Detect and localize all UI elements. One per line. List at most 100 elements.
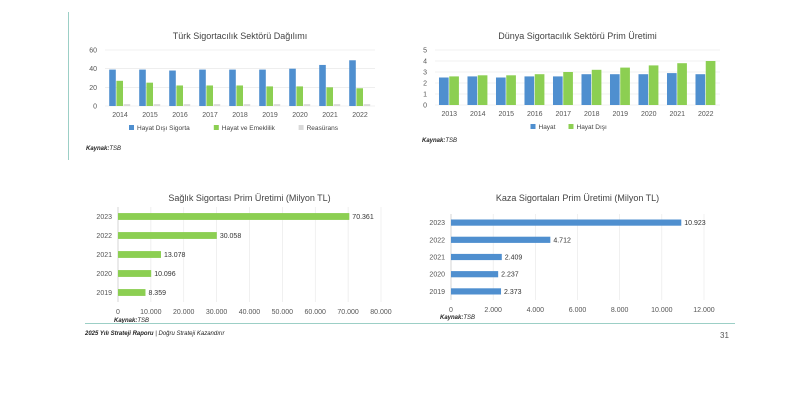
legend-label: Hayat Dışı Sigorta (137, 125, 190, 132)
bar-2019-0 (259, 69, 266, 106)
x-tick-label: 2022 (352, 112, 368, 119)
x-tick-label: 2013 (441, 111, 457, 118)
bar-2016-0 (169, 70, 176, 106)
data-label: 10.923 (684, 220, 706, 227)
bar-2013-0 (438, 77, 449, 105)
x-tick-label: 70.000 (337, 309, 359, 316)
legend-swatch (129, 125, 134, 130)
y-tick-label: 3 (423, 70, 427, 77)
x-tick-label: 50.000 (272, 309, 294, 316)
source-label: Kaynak: (114, 318, 138, 324)
legend-label: Hayat Dışı (577, 124, 608, 131)
y-tick-label: 2 (423, 81, 427, 88)
source-note-3: Kaynak:TSB (114, 318, 149, 324)
x-tick-label: 2018 (584, 111, 600, 118)
source-value: TSB (445, 138, 458, 144)
data-label: 2.409 (505, 255, 523, 262)
source-note-1: Kaynak:TSB (86, 146, 121, 152)
bar-2020-1 (648, 65, 659, 105)
bar-2022-1 (705, 61, 716, 105)
bar-2018-0 (581, 74, 592, 105)
source-value: TSB (137, 318, 150, 324)
data-label: 13.078 (164, 252, 186, 259)
bar-2020 (451, 271, 499, 278)
bar-2013-1 (449, 76, 459, 105)
legend-swatch (530, 124, 536, 129)
x-tick-label: 2017 (555, 111, 571, 118)
data-label: 30.058 (220, 233, 242, 240)
x-tick-label: 2015 (142, 112, 158, 119)
bar-2019-2 (273, 104, 281, 106)
x-tick-label: 2014 (470, 111, 486, 118)
bar-2017-0 (199, 69, 206, 106)
chart-title: Kaza Sigortaları Prim Üretimi (Milyon TL… (496, 193, 659, 203)
y-tick-label: 2023 (96, 214, 112, 221)
y-tick-label: 2023 (429, 220, 445, 227)
footer-slogan: Doğru Strateji Kazandırır (158, 331, 225, 337)
y-tick-label: 5 (423, 48, 427, 55)
x-tick-label: 2016 (527, 111, 543, 118)
decorative-divider (68, 12, 69, 160)
bar-2023 (451, 219, 682, 226)
bar-2022-0 (695, 74, 706, 105)
x-tick-label: 8.000 (611, 307, 629, 314)
x-tick-label: 4.000 (527, 307, 545, 314)
bar-2018-2 (243, 104, 251, 106)
bar-2018-0 (229, 69, 236, 106)
y-tick-label: 0 (93, 104, 97, 111)
bar-2021-1 (326, 87, 333, 106)
bar-2021-0 (319, 64, 326, 106)
chart-kaza-sigortalari-svg: Kaza Sigortaları Prim Üretimi (Milyon TL… (429, 193, 714, 314)
bar-2020-1 (296, 86, 303, 106)
footer: 2025 Yılı Strateji Raporu | Doğru Strate… (85, 331, 225, 337)
bar-2016-1 (176, 85, 183, 106)
bar-2015-1 (506, 75, 516, 105)
chart-turk-sigortacilik: Türk Sigortacılık Sektörü Dağılımı 0 20 40 6… (85, 28, 385, 148)
source-note-2: Kaynak:TSB (422, 138, 457, 144)
data-label: 70.361 (352, 214, 374, 221)
y-tick-label: 60 (89, 48, 97, 55)
legend-label: Reasürans (307, 125, 339, 132)
bar-2015-0 (139, 69, 146, 106)
bar-2022-1 (356, 88, 363, 106)
bar-2020 (118, 270, 152, 277)
x-tick-label: 2014 (112, 112, 128, 119)
legend-swatch (213, 125, 219, 130)
chart-dunya-sigortacilik: Dünya Sigortacılık Sektörü Prim Üretimi 0… (415, 28, 725, 138)
bar-2016-0 (524, 76, 535, 105)
x-tick-label: 2022 (698, 111, 714, 118)
bar-2021-2 (333, 104, 341, 106)
legend-swatch (298, 125, 304, 130)
bar-2017-1 (563, 72, 573, 105)
bar-2019-1 (620, 67, 630, 105)
bar-2014-0 (467, 76, 478, 105)
source-label: Kaynak: (422, 138, 446, 144)
y-tick-label: 2020 (429, 272, 445, 279)
y-tick-label: 2020 (96, 271, 112, 278)
bar-2020-0 (289, 68, 296, 106)
bar-2022 (451, 236, 551, 243)
bar-2021 (118, 251, 161, 258)
x-tick-label: 2018 (232, 112, 248, 119)
y-tick-label: 0 (423, 103, 427, 110)
y-tick-label: 20 (89, 85, 97, 92)
x-tick-label: 10.000 (140, 309, 162, 316)
x-tick-label: 2016 (172, 112, 188, 119)
data-label: 2.373 (504, 289, 522, 296)
bar-2020-0 (638, 74, 649, 105)
x-tick-label: 20.000 (173, 309, 195, 316)
chart-kaza-sigortalari: Kaza Sigortaları Prim Üretimi (Milyon TL… (415, 190, 725, 314)
x-tick-label: 0 (449, 307, 453, 314)
data-label: 2.237 (501, 272, 519, 279)
data-label: 8.359 (148, 290, 166, 297)
data-label: 10.096 (154, 271, 176, 278)
data-label: 4.712 (553, 237, 571, 244)
y-tick-label: 2021 (96, 252, 112, 259)
bar-2019-0 (609, 74, 620, 105)
bar-2022 (118, 232, 217, 239)
bar-2019-1 (266, 86, 273, 106)
x-tick-label: 6.000 (569, 307, 587, 314)
bar-2014-2 (123, 104, 131, 106)
source-label: Kaynak: (440, 315, 464, 321)
x-tick-label: 0 (116, 309, 120, 316)
